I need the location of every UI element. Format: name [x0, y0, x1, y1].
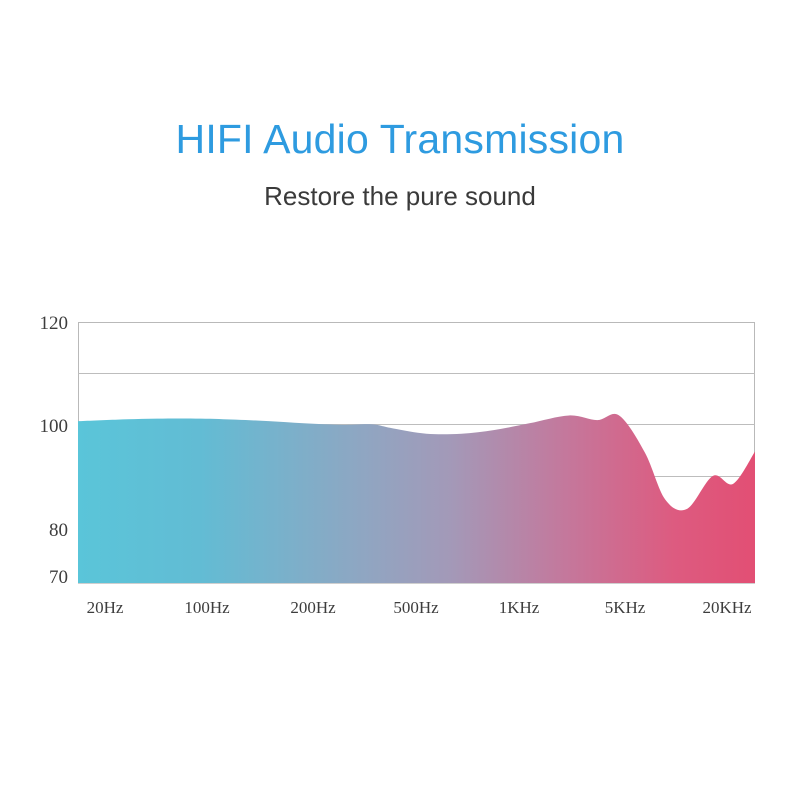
y-tick-100: 100 [40, 416, 69, 437]
y-tick-70: 70 [49, 567, 68, 588]
x-tick-20khz: 20KHz [702, 598, 752, 617]
y-axis-ticks: 120 100 80 70 [40, 313, 69, 588]
x-tick-200hz: 200Hz [290, 598, 336, 617]
area-fill [78, 413, 755, 583]
x-tick-100hz: 100Hz [184, 598, 230, 617]
area-series [78, 413, 755, 583]
page-subtitle: Restore the pure sound [264, 181, 536, 212]
page-title: HIFI Audio Transmission [175, 116, 625, 162]
x-tick-500hz: 500Hz [393, 598, 439, 617]
x-tick-1khz: 1KHz [499, 598, 540, 617]
x-tick-20hz: 20Hz [87, 598, 124, 617]
y-tick-120: 120 [40, 313, 69, 334]
header: HIFI Audio Transmission Restore the pure… [0, 116, 800, 212]
x-axis-ticks: 20Hz 100Hz 200Hz 500Hz 1KHz 5KHz 20KHz [87, 598, 752, 617]
x-tick-5khz: 5KHz [605, 598, 646, 617]
y-tick-80: 80 [49, 520, 68, 541]
